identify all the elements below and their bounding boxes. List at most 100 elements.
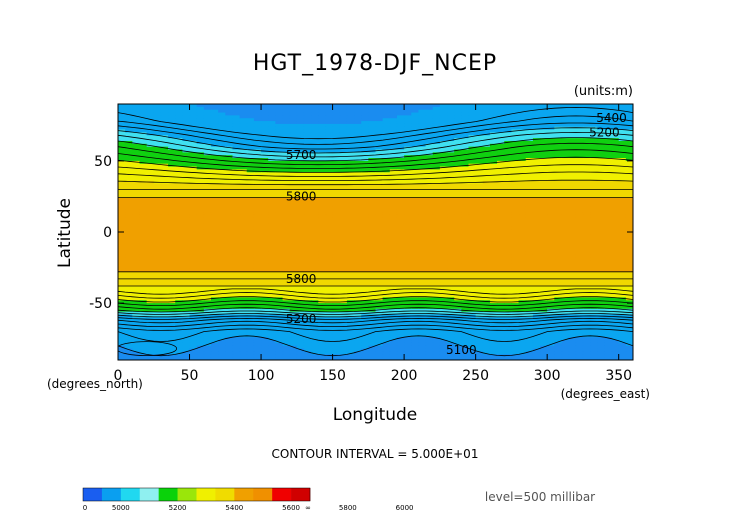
heatmap-cell — [561, 217, 570, 222]
heatmap-cell — [504, 197, 513, 202]
heatmap-cell — [203, 229, 212, 233]
heatmap-cell — [361, 118, 369, 122]
heatmap-cell — [311, 263, 319, 267]
heatmap-cell — [439, 243, 448, 247]
heatmap-cell — [561, 129, 570, 134]
heatmap-cell — [346, 220, 355, 225]
heatmap-cell — [354, 263, 362, 267]
heatmap-cell — [482, 146, 491, 151]
heatmap-cell — [396, 112, 405, 116]
heatmap-cell — [275, 169, 284, 173]
heatmap-cell — [597, 123, 605, 128]
heatmap-cell — [432, 180, 441, 185]
heatmap-cell — [175, 140, 183, 145]
heatmap-cell — [189, 143, 198, 148]
heatmap-cell — [268, 220, 276, 225]
heatmap-cell — [189, 152, 198, 156]
heatmap-cell — [203, 160, 212, 165]
heatmap-cell — [268, 146, 276, 151]
heatmap-cell — [540, 189, 548, 193]
heatmap-cell — [532, 186, 541, 190]
heatmap-cell — [275, 195, 284, 199]
heatmap-cell — [625, 192, 633, 196]
heatmap-cell — [618, 263, 627, 267]
heatmap-cell — [146, 274, 155, 279]
heatmap-cell — [232, 152, 241, 156]
heatmap-cell — [332, 257, 341, 262]
heatmap-cell — [375, 268, 384, 273]
heatmap-cell — [318, 220, 327, 225]
heatmap-cell — [168, 268, 176, 273]
heatmap-cell — [146, 294, 155, 299]
heatmap-cell — [604, 106, 613, 111]
heatmap-cell — [168, 209, 176, 213]
heatmap-cell — [361, 220, 369, 225]
heatmap-cell — [597, 104, 605, 108]
heatmap-cell — [561, 283, 570, 287]
heatmap-cell — [511, 118, 520, 122]
heatmap-cell — [239, 186, 248, 190]
heatmap-cell — [590, 158, 598, 162]
heatmap-cell — [153, 237, 162, 242]
heatmap-cell — [540, 243, 548, 247]
heatmap-cell — [175, 192, 183, 196]
heatmap-cell — [132, 257, 141, 262]
heatmap-cell — [311, 300, 319, 304]
heatmap-cell — [239, 189, 248, 193]
heatmap-cell — [182, 263, 191, 267]
heatmap-cell — [303, 109, 312, 114]
heatmap-cell — [289, 263, 298, 267]
heatmap-cell — [604, 214, 613, 219]
heatmap-cell — [153, 283, 162, 287]
heatmap-cell — [497, 226, 505, 230]
heatmap-cell — [139, 189, 148, 193]
heatmap-cell — [346, 135, 355, 139]
heatmap-cell — [303, 143, 312, 148]
heatmap-cell — [182, 220, 191, 225]
heatmap-cell — [418, 135, 427, 139]
heatmap-cell — [511, 180, 520, 185]
heatmap-cell — [382, 234, 391, 239]
heatmap-cell — [232, 291, 241, 296]
heatmap-cell — [532, 180, 541, 185]
heatmap-cell — [568, 229, 577, 233]
heatmap-cell — [196, 214, 205, 219]
heatmap-cell — [125, 226, 133, 230]
heatmap-cell — [311, 169, 319, 173]
heatmap-cell — [547, 189, 555, 193]
heatmap-cell — [268, 263, 276, 267]
heatmap-cell — [425, 132, 434, 136]
heatmap-cell — [489, 297, 498, 301]
heatmap-cell — [454, 220, 462, 225]
heatmap-cell — [475, 283, 484, 287]
heatmap-cell — [146, 112, 155, 116]
heatmap-cell — [253, 149, 262, 153]
heatmap-cell — [346, 106, 355, 111]
heatmap-cell — [246, 274, 255, 279]
heatmap-cell — [489, 140, 498, 145]
heatmap-cell — [489, 163, 498, 168]
heatmap-cell — [590, 237, 598, 242]
heatmap-cell — [253, 223, 262, 227]
heatmap-cell — [590, 234, 598, 239]
heatmap-cell — [118, 234, 126, 239]
heatmap-cell — [153, 263, 162, 267]
heatmap-cell — [411, 220, 420, 225]
heatmap-cell — [447, 166, 455, 171]
heatmap-cell — [239, 197, 248, 202]
heatmap-cell — [525, 104, 534, 108]
heatmap-cell — [146, 266, 155, 270]
heatmap-cell — [318, 237, 327, 242]
heatmap-cell — [547, 186, 555, 190]
heatmap-cell — [554, 246, 563, 250]
heatmap-cell — [168, 189, 176, 193]
heatmap-cell — [325, 263, 334, 267]
heatmap-cell — [268, 268, 276, 273]
heatmap-cell — [282, 229, 291, 233]
heatmap-cell — [511, 166, 520, 171]
heatmap-cell — [604, 297, 613, 301]
heatmap-cell — [547, 183, 555, 188]
heatmap-cell — [268, 109, 276, 114]
heatmap-cell — [232, 192, 241, 196]
heatmap-cell — [318, 206, 327, 210]
